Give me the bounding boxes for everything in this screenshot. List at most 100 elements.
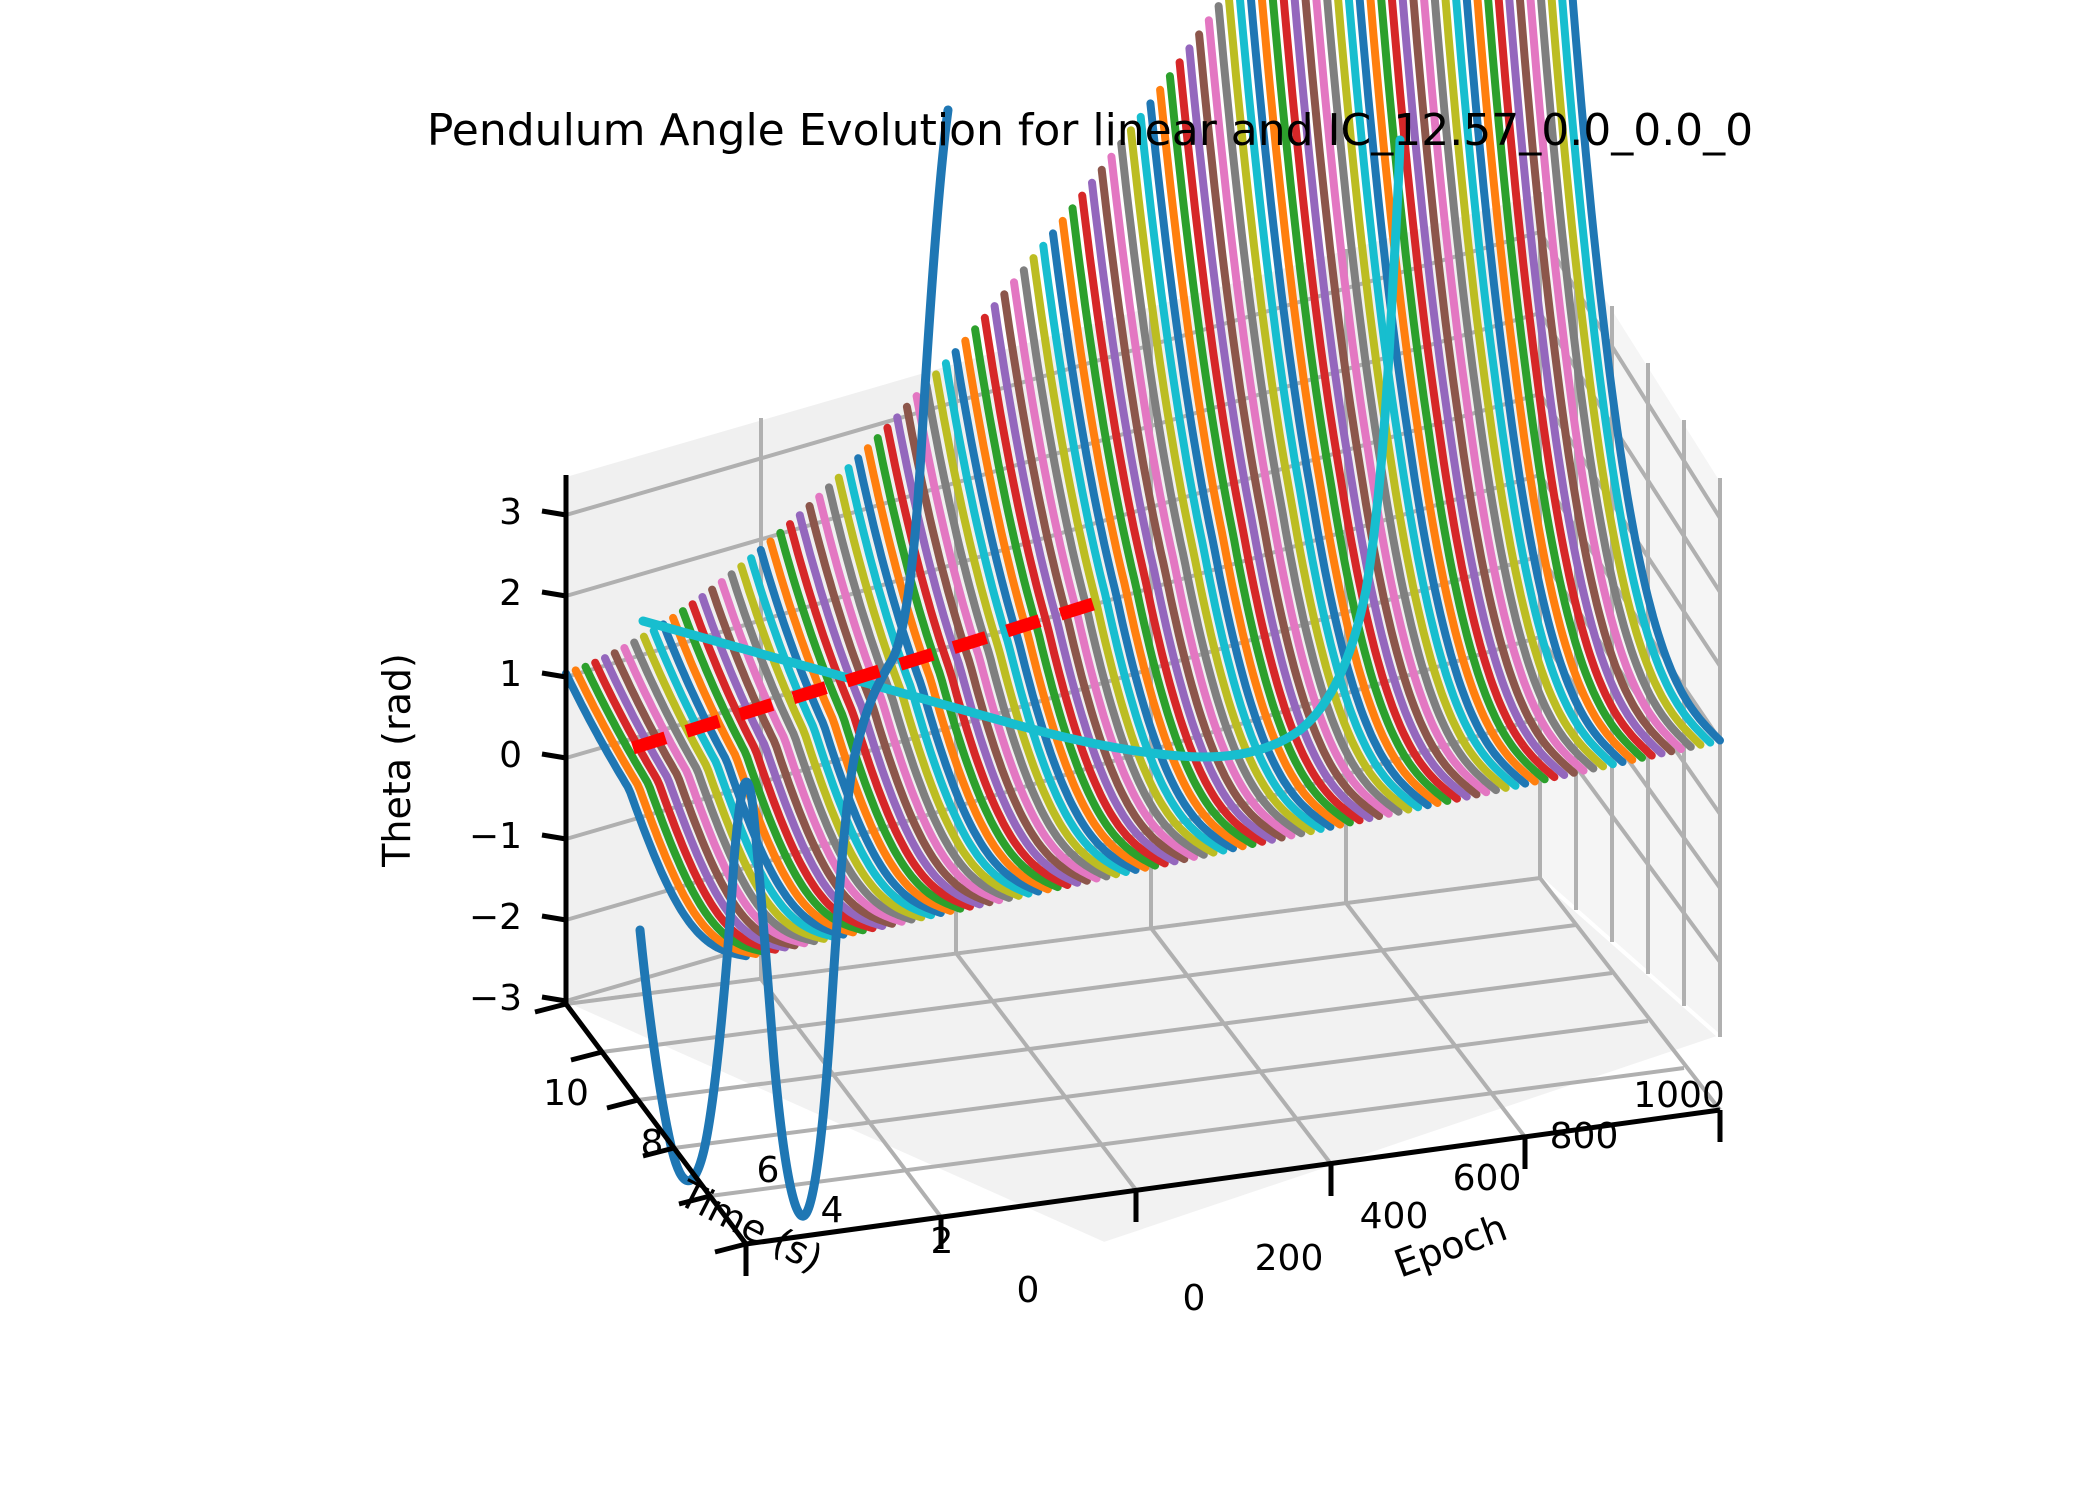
- epoch-trajectory: [1117, 139, 1306, 838]
- z-tick-labels: 3 2 1 0 −1 −2 −3: [469, 492, 522, 1019]
- epoch-trajectory: [805, 502, 994, 907]
- ztick-m1: [541, 832, 567, 842]
- epoch-trajectory: [1290, 0, 1471, 801]
- epoch-trajectory: [1146, 99, 1335, 831]
- epoch-trajectory: [854, 454, 1043, 896]
- epoch-trajectory: [922, 381, 1111, 881]
- epoch-trajectory: [932, 370, 1121, 879]
- ztick-label-3: 0: [499, 735, 522, 776]
- epoch-trajectory: [1398, 0, 1569, 779]
- xtick-label-5: 0: [1017, 1270, 1040, 1311]
- x-axis-label: Time (s): [671, 1171, 830, 1281]
- xtick-0: [714, 1241, 747, 1255]
- epoch-trajectory: [1344, 0, 1520, 790]
- ztick-m2: [541, 913, 567, 923]
- epoch-trajectory: [815, 492, 1004, 905]
- epoch-trajectory: [844, 464, 1033, 898]
- ztick-2: [541, 589, 567, 599]
- gridline-floor-x-2: [954, 951, 1138, 1192]
- epoch-trajectory: [1441, 0, 1608, 771]
- epoch-trajectory: [1257, 0, 1442, 807]
- epoch-trajectory: [1494, 0, 1656, 760]
- xtick-label-0: 10: [543, 1073, 589, 1114]
- epoch-trajectory: [1462, 0, 1627, 766]
- ztick-0: [541, 751, 567, 761]
- epoch-trajectory: [1568, 0, 1724, 745]
- epoch-trajectory: [825, 483, 1013, 902]
- gridline-floor-y-4: [709, 1066, 1685, 1198]
- ytick-label-2: 400: [1360, 1196, 1429, 1237]
- epoch-trajectory: [834, 473, 1023, 900]
- epoch-trajectory: [1049, 229, 1237, 853]
- epoch-trajectory: [1526, 0, 1685, 754]
- xtick-label-1: 8: [641, 1123, 664, 1164]
- epoch-trajectory: [1279, 0, 1461, 803]
- epoch-trajectory: [863, 444, 1052, 894]
- epoch-trajectory: [678, 607, 867, 935]
- ytick-label-4: 800: [1550, 1116, 1619, 1157]
- axis-spines: [563, 475, 1721, 1247]
- epoch-trajectory: [1547, 0, 1705, 749]
- epoch-trajectory: [1097, 165, 1286, 842]
- epoch-trajectory: [893, 413, 1082, 887]
- epoch-trajectory: [990, 302, 1179, 866]
- gridline-floor-x-5: [1538, 876, 1722, 1112]
- epoch-trajectory: [1301, 0, 1481, 799]
- gridline-floor-x-3: [1149, 926, 1333, 1166]
- epoch-trajectory: [747, 554, 936, 920]
- gridline-floor-y-2: [637, 971, 1613, 1102]
- spine-x: [564, 1002, 748, 1246]
- epoch-trajectory: [1088, 178, 1276, 844]
- gridline-floor-y-3: [673, 1019, 1649, 1150]
- epoch-trajectory: [1409, 0, 1578, 777]
- epoch-trajectory-bundle: [562, 0, 1724, 961]
- epoch-trajectory: [601, 654, 789, 952]
- epoch-trajectory: [1185, 44, 1374, 823]
- epoch-trajectory: [1214, 2, 1403, 816]
- epoch-trajectory: [1430, 0, 1598, 773]
- epoch-trajectory: [727, 570, 916, 924]
- epoch-trajectory: [776, 528, 965, 913]
- epoch-trajectory: [620, 644, 809, 948]
- xtick-label-3: 4: [821, 1190, 844, 1231]
- ztick-m3: [541, 994, 567, 1004]
- xtick-6: [606, 1097, 639, 1111]
- ytick-label-3: 600: [1453, 1158, 1522, 1199]
- epoch-trajectory: [591, 658, 780, 954]
- ztick-label-1: 2: [499, 573, 522, 614]
- gridline-floor-y-1: [601, 923, 1577, 1054]
- epoch-trajectory: [688, 600, 877, 933]
- epoch-trajectory: [581, 662, 770, 956]
- spine-y: [745, 1107, 1721, 1247]
- z-axis-label: Theta (rad): [375, 653, 419, 868]
- epoch-trajectory: [941, 359, 1130, 876]
- epoch-trajectory: [717, 578, 906, 926]
- epoch-trajectory: [1505, 0, 1666, 758]
- epoch-trajectory: [1078, 191, 1267, 846]
- epoch-trajectory: [1537, 0, 1695, 751]
- epoch-trajectory: [1558, 0, 1715, 747]
- epoch-trajectory: [1377, 0, 1549, 784]
- chart-title: Pendulum Angle Evolution for linear and …: [427, 105, 1753, 156]
- epoch-trajectory: [1323, 0, 1500, 795]
- epoch-trajectory: [1000, 290, 1189, 864]
- epoch-trajectory: [1058, 216, 1247, 851]
- epoch-trajectory: [698, 593, 887, 930]
- ztick-label-6: −3: [469, 978, 522, 1019]
- epoch-trajectory: [1473, 0, 1637, 764]
- xtick-label-4: 2: [931, 1221, 954, 1262]
- epoch-trajectory: [1452, 0, 1617, 769]
- target-marker-line: [631, 597, 1095, 755]
- xtick-label-2: 6: [757, 1150, 780, 1191]
- epoch-trajectory: [669, 613, 858, 937]
- epoch-trajectory: [1334, 0, 1510, 792]
- ztick-label-2: 1: [499, 654, 522, 695]
- epoch-trajectory: [562, 669, 750, 961]
- epoch-trajectory: [971, 325, 1160, 870]
- epoch-trajectory: [708, 585, 897, 928]
- epoch-trajectory: [1484, 0, 1647, 762]
- gridline-floor-x-1: [759, 977, 943, 1219]
- xtick-8: [570, 1049, 603, 1063]
- xtick-2: [678, 1193, 711, 1207]
